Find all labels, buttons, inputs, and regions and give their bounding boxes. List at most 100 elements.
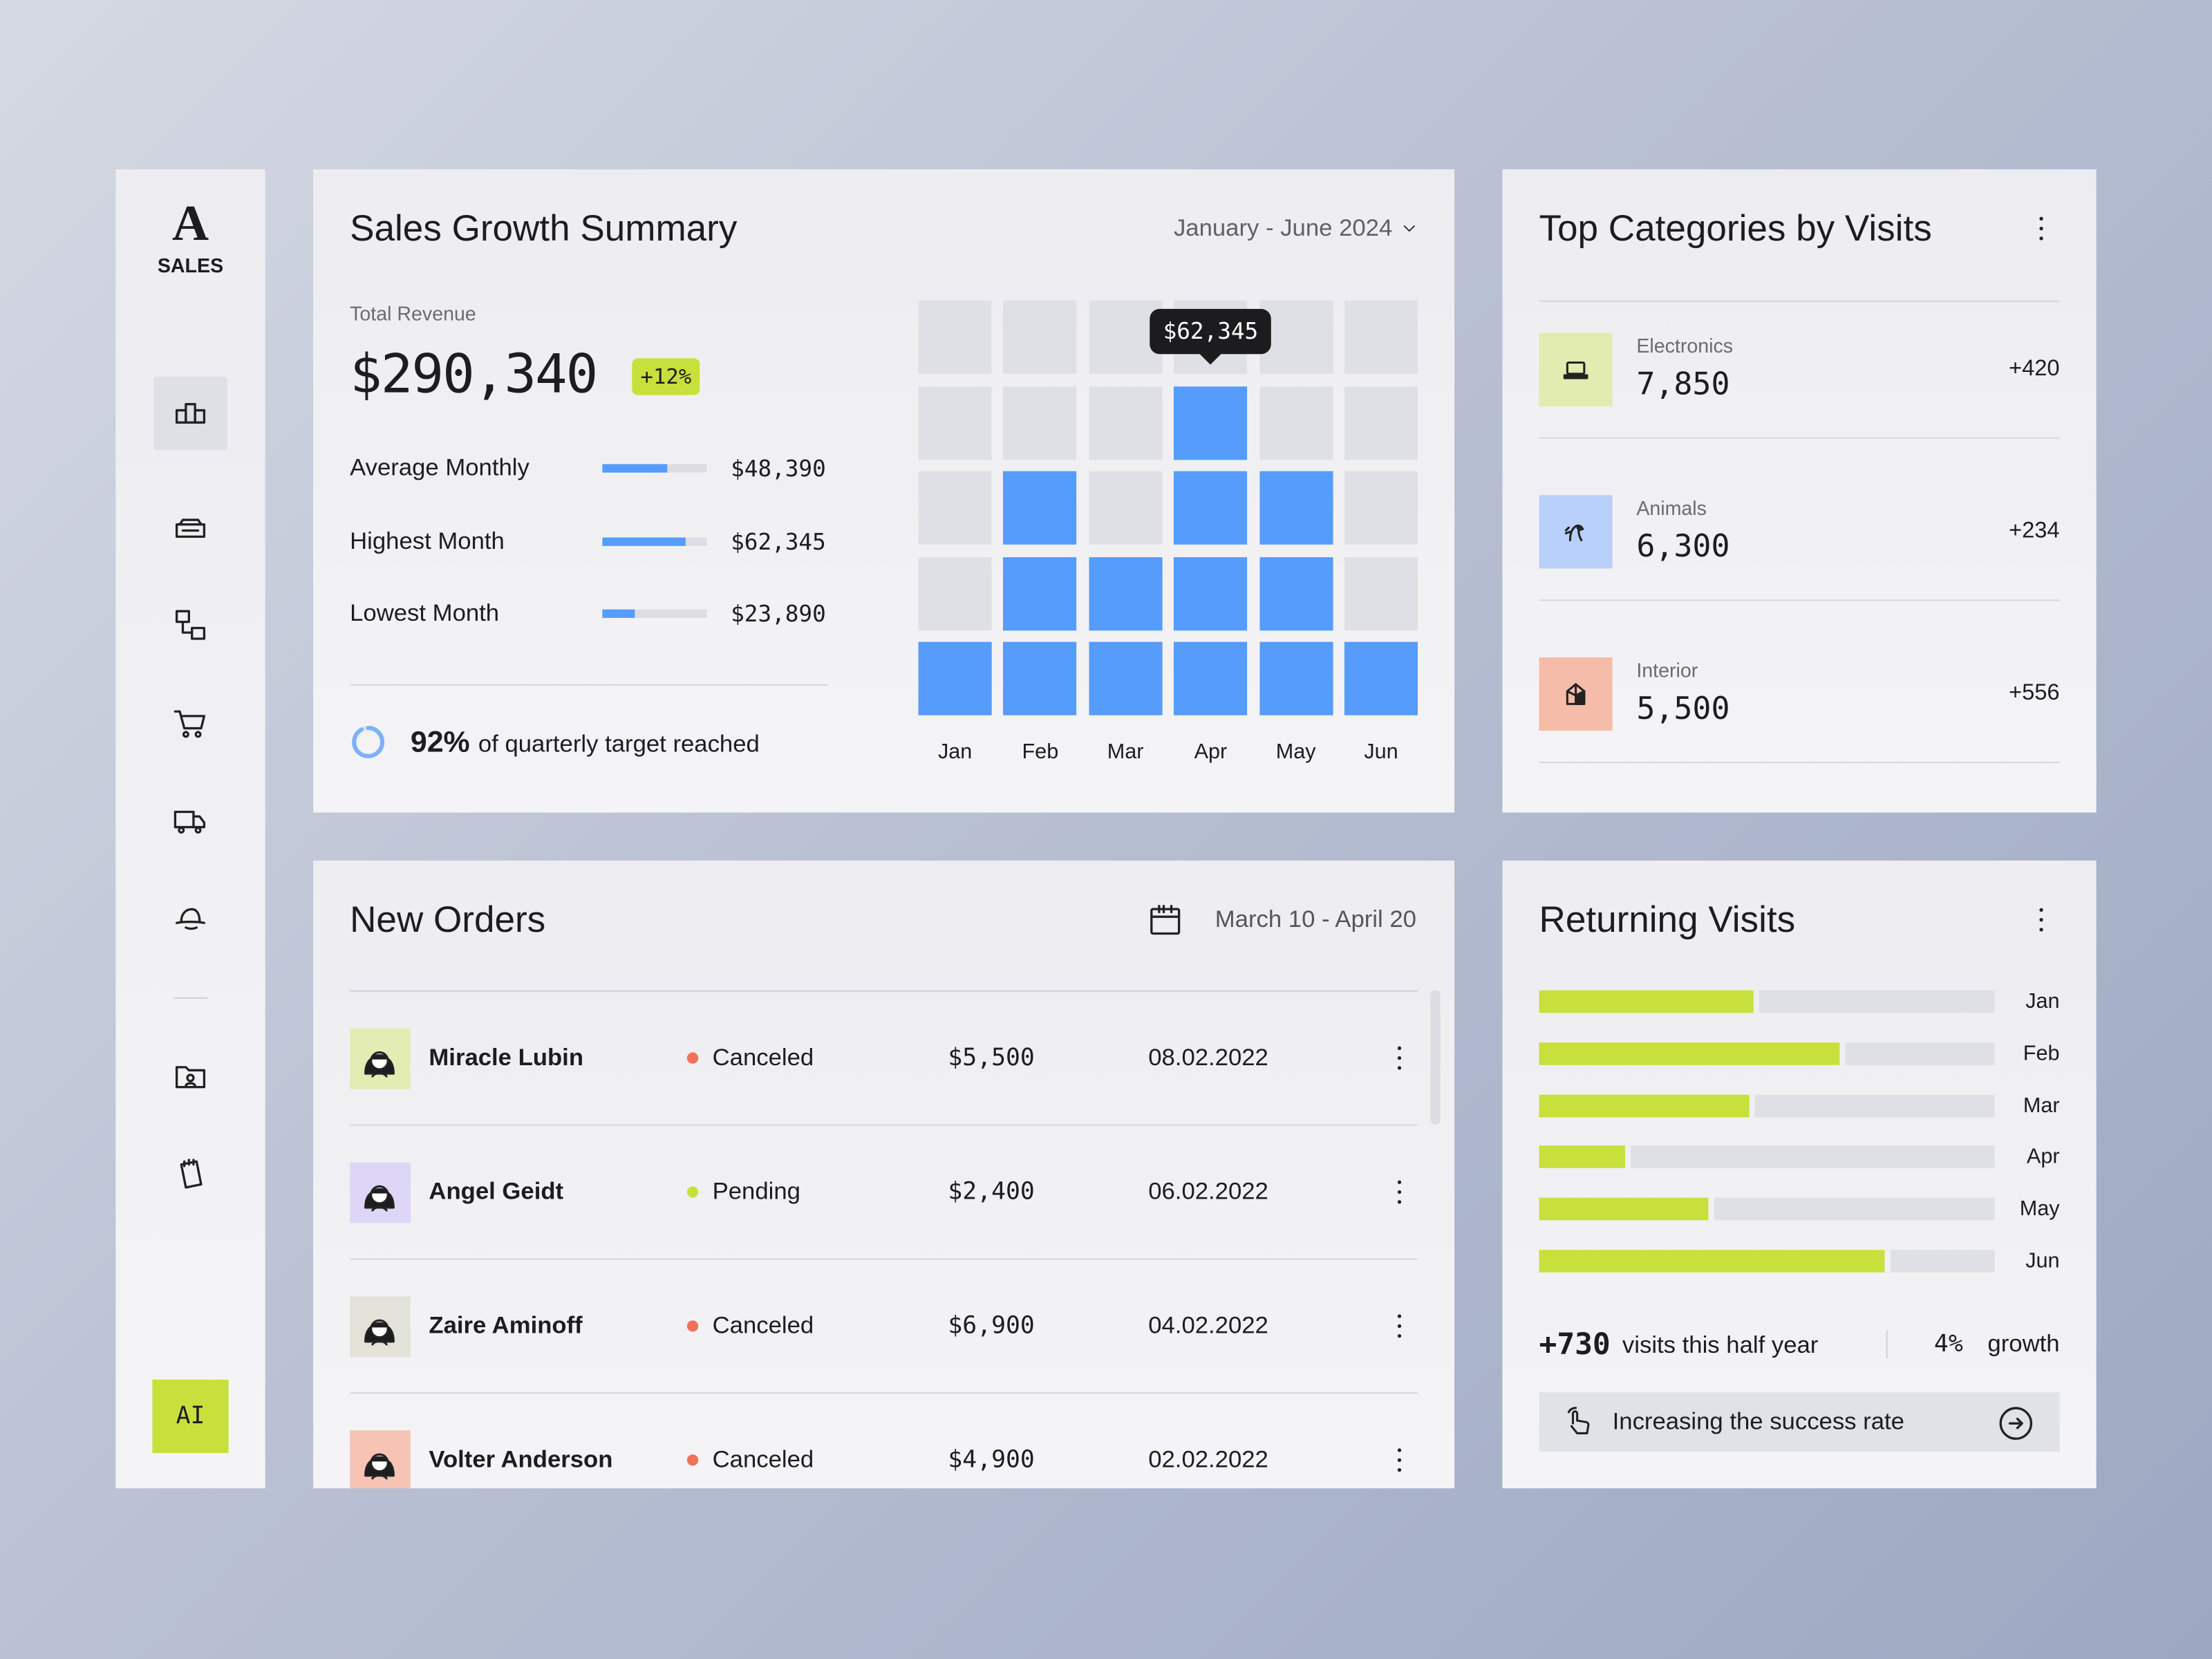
empty-cell xyxy=(1344,471,1418,545)
month-label: Jan xyxy=(937,740,973,765)
row-menu-part xyxy=(1397,1066,1402,1070)
nav-icon-part xyxy=(175,403,206,424)
amount: $2,400 xyxy=(948,1178,1035,1206)
action-button[interactable]: Increasing the success rate xyxy=(1539,1392,2060,1452)
target-percent: 92% xyxy=(410,727,470,759)
bar-label: Mar xyxy=(2023,1093,2060,1118)
more-menu-part xyxy=(2039,216,2043,221)
category-change: +234 xyxy=(2009,519,2060,543)
row-menu[interactable] xyxy=(1382,1041,1416,1075)
nav-icon-part xyxy=(180,1160,203,1189)
filled-cell xyxy=(1259,471,1333,545)
nav-icon[interactable] xyxy=(172,607,209,644)
ai-button[interactable]: AI xyxy=(152,1379,229,1454)
avatar-part xyxy=(364,1453,395,1480)
customer-name: Miracle Lubin xyxy=(429,1044,584,1071)
row-menu[interactable] xyxy=(1382,1443,1416,1477)
nav-icon[interactable] xyxy=(172,511,209,547)
arrow-icon-part xyxy=(1999,1407,2033,1440)
status-dot xyxy=(686,1052,699,1064)
category-icon-part xyxy=(1564,526,1571,534)
nav-icon-part xyxy=(194,731,202,738)
nav-icon-part xyxy=(191,626,206,640)
orders-card: New Orders March 10 - April 20 Miracle Lub… xyxy=(313,860,1455,1489)
stat-label: Highest Month xyxy=(350,527,505,554)
row-menu-part xyxy=(1397,1468,1402,1472)
row-menu[interactable] xyxy=(1382,1175,1416,1209)
empty-cell xyxy=(1259,300,1333,374)
row-menu-part xyxy=(1397,1180,1402,1184)
date-range[interactable]: March 10 - April 20 xyxy=(1215,906,1416,932)
hand-icon xyxy=(1562,1405,1595,1439)
nav-icon[interactable] xyxy=(172,900,209,937)
month-label: Jun xyxy=(1364,740,1398,765)
status: Canceled xyxy=(712,1445,814,1473)
row-menu-part xyxy=(1397,1333,1402,1338)
sidebar: A SALES AI xyxy=(115,169,265,1489)
nav-icon[interactable] xyxy=(172,395,209,431)
visits-value: +730 xyxy=(1539,1327,1611,1362)
filled-cell xyxy=(1003,556,1077,630)
bar-label: Jun xyxy=(2025,1249,2060,1273)
filled-cell xyxy=(1003,641,1077,715)
period-select[interactable]: January - June 2024 xyxy=(1173,214,1393,241)
empty-cell xyxy=(918,471,992,545)
empty-cell xyxy=(1089,386,1163,460)
scrollbar xyxy=(1430,990,1441,1125)
category-icon-part xyxy=(1575,690,1586,705)
growth-value: 4% xyxy=(1933,1330,1963,1359)
nav-icon-part xyxy=(185,403,196,424)
stat-value: $62,345 xyxy=(731,527,826,555)
nav-icon-part xyxy=(182,731,189,738)
returning-card: Returning Visits Jan Feb Mar Apr May Jun +730 vi… xyxy=(1502,860,2097,1489)
more-menu-part xyxy=(2039,236,2043,241)
arrow-icon xyxy=(1998,1405,2034,1442)
nav-icon[interactable] xyxy=(172,803,209,839)
empty-cell xyxy=(1089,471,1163,545)
filled-cell xyxy=(1174,641,1248,715)
status-dot xyxy=(686,1186,699,1198)
order-date: 02.02.2022 xyxy=(1148,1445,1268,1473)
nav-icon-part xyxy=(175,610,206,640)
nav-icon-part xyxy=(174,710,206,730)
card-title: Returning Visits xyxy=(1539,897,1796,941)
divider xyxy=(1539,599,2060,601)
action-text: Increasing the success rate xyxy=(1612,1407,1904,1435)
nav-icon-part xyxy=(175,908,206,930)
empty-cell xyxy=(1089,300,1163,374)
category-icon-part xyxy=(1563,361,1588,379)
customer-name: Zaire Aminoff xyxy=(429,1311,583,1339)
total-value: $290,340 xyxy=(350,342,598,405)
amount: $4,900 xyxy=(948,1445,1035,1474)
brand: SALES xyxy=(157,254,224,276)
nav-icon[interactable] xyxy=(172,1155,209,1192)
nav-icon-part xyxy=(180,908,201,923)
row-divider xyxy=(350,1124,1418,1126)
nav-icon[interactable] xyxy=(172,1058,209,1095)
stat-label: Lowest Month xyxy=(350,599,500,627)
nav-icon-part xyxy=(175,518,206,538)
more-menu[interactable] xyxy=(2025,212,2059,245)
hand-icon-part xyxy=(1567,1407,1577,1414)
category-icon-part xyxy=(1563,361,1588,379)
calendar-icon xyxy=(1147,901,1183,938)
category-value: 5,500 xyxy=(1636,692,1730,728)
category-icon xyxy=(1539,332,1613,406)
more-menu[interactable] xyxy=(2025,903,2059,937)
nav-icon-part xyxy=(183,1159,195,1168)
status: Pending xyxy=(712,1178,800,1205)
filled-cell xyxy=(1089,641,1163,715)
header-divider xyxy=(350,990,1418,992)
avatar xyxy=(350,1028,411,1089)
stat-label: Average Monthly xyxy=(350,454,529,481)
bar xyxy=(1539,1094,1749,1117)
row-divider xyxy=(350,1258,1418,1260)
filled-cell xyxy=(1003,471,1077,545)
divider xyxy=(1539,762,2060,764)
filled-column xyxy=(1344,641,1418,715)
row-menu[interactable] xyxy=(1382,1309,1416,1343)
sales-card: Sales Growth Summary January - June 2024 T… xyxy=(313,169,1455,813)
nav-icon[interactable] xyxy=(172,705,209,742)
month-label: Apr xyxy=(1194,740,1228,765)
